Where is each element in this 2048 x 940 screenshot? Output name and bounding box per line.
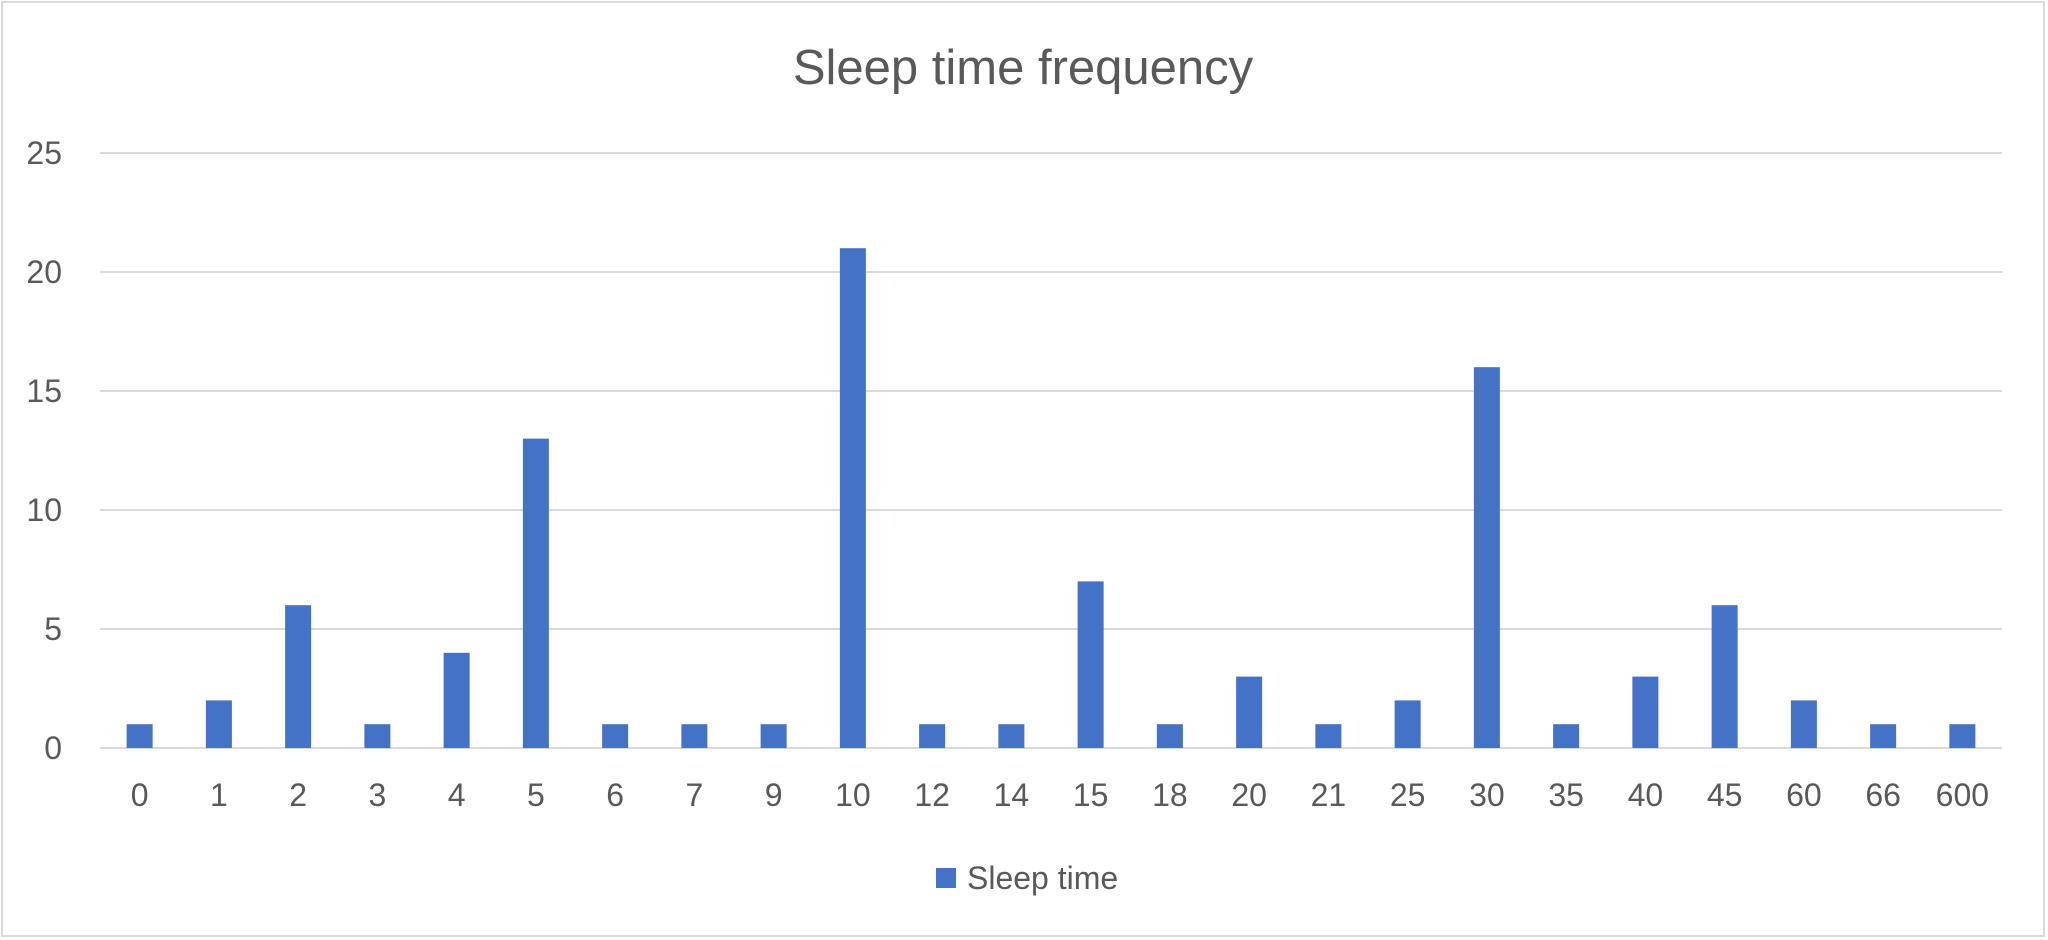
bar-4: [443, 652, 470, 748]
x-tick-label: 10: [835, 777, 871, 813]
x-tick-label: 3: [368, 777, 386, 813]
x-tick-label: 5: [527, 777, 545, 813]
x-tick-label: 60: [1786, 777, 1822, 813]
x-tick-label: 21: [1311, 777, 1347, 813]
x-tick-label: 0: [131, 777, 149, 813]
bar-1: [205, 700, 232, 748]
y-tick-label: 10: [26, 492, 62, 528]
x-tick-label: 12: [914, 777, 950, 813]
x-tick-label: 15: [1073, 777, 1109, 813]
y-axis-tick-labels: 0 5 10 15 20 25: [26, 135, 62, 766]
bar-9: [760, 724, 787, 748]
legend: Sleep time: [936, 860, 1118, 896]
x-tick-label: 2: [289, 777, 307, 813]
bar-600: [1949, 724, 1976, 748]
bar-2: [285, 605, 312, 748]
legend-label-sleep-time: Sleep time: [967, 860, 1118, 896]
y-tick-label: 25: [26, 135, 62, 171]
x-tick-label: 6: [606, 777, 624, 813]
y-tick-label: 0: [44, 730, 62, 766]
x-tick-label: 45: [1707, 777, 1743, 813]
bar-5: [522, 438, 549, 748]
bar-7: [681, 724, 708, 748]
x-tick-label: 40: [1628, 777, 1664, 813]
x-tick-label: 14: [994, 777, 1030, 813]
x-tick-label: 25: [1390, 777, 1426, 813]
x-tick-label: 30: [1469, 777, 1505, 813]
x-tick-label: 4: [448, 777, 466, 813]
x-tick-label: 35: [1548, 777, 1584, 813]
x-tick-label: 600: [1936, 777, 1989, 813]
bar-21: [1315, 724, 1342, 748]
x-tick-label: 66: [1865, 777, 1901, 813]
y-tick-label: 15: [26, 373, 62, 409]
bar-10: [839, 248, 866, 748]
gridlines: [100, 152, 2002, 749]
y-tick-label: 20: [26, 254, 62, 290]
bar-25: [1394, 700, 1421, 748]
bar-66: [1870, 724, 1897, 748]
bar-40: [1632, 676, 1659, 748]
bar-60: [1790, 700, 1817, 748]
x-tick-label: 9: [765, 777, 783, 813]
legend-swatch: [936, 868, 956, 888]
x-tick-label: 18: [1152, 777, 1188, 813]
x-tick-label: 1: [210, 777, 228, 813]
chart-title: Sleep time frequency: [793, 41, 1254, 95]
bar-6: [602, 724, 629, 748]
bar-30: [1473, 367, 1500, 748]
bar-3: [364, 724, 391, 748]
bar-series: [126, 248, 1976, 748]
x-tick-label: 20: [1231, 777, 1267, 813]
bar-15: [1077, 581, 1104, 748]
bar-20: [1236, 676, 1263, 748]
bar-12: [919, 724, 946, 748]
bar-35: [1553, 724, 1580, 748]
y-tick-label: 5: [44, 611, 62, 647]
bar-18: [1156, 724, 1183, 748]
x-axis-tick-labels: 0 1 2 3 4 5 6 7 9 10 12 14 15 18 20 21 25 30 35 40 45 60 66 600: [131, 777, 1989, 813]
bar-0: [126, 724, 153, 748]
bar-14: [998, 724, 1025, 748]
x-tick-label: 7: [685, 777, 703, 813]
bar-45: [1711, 605, 1738, 748]
